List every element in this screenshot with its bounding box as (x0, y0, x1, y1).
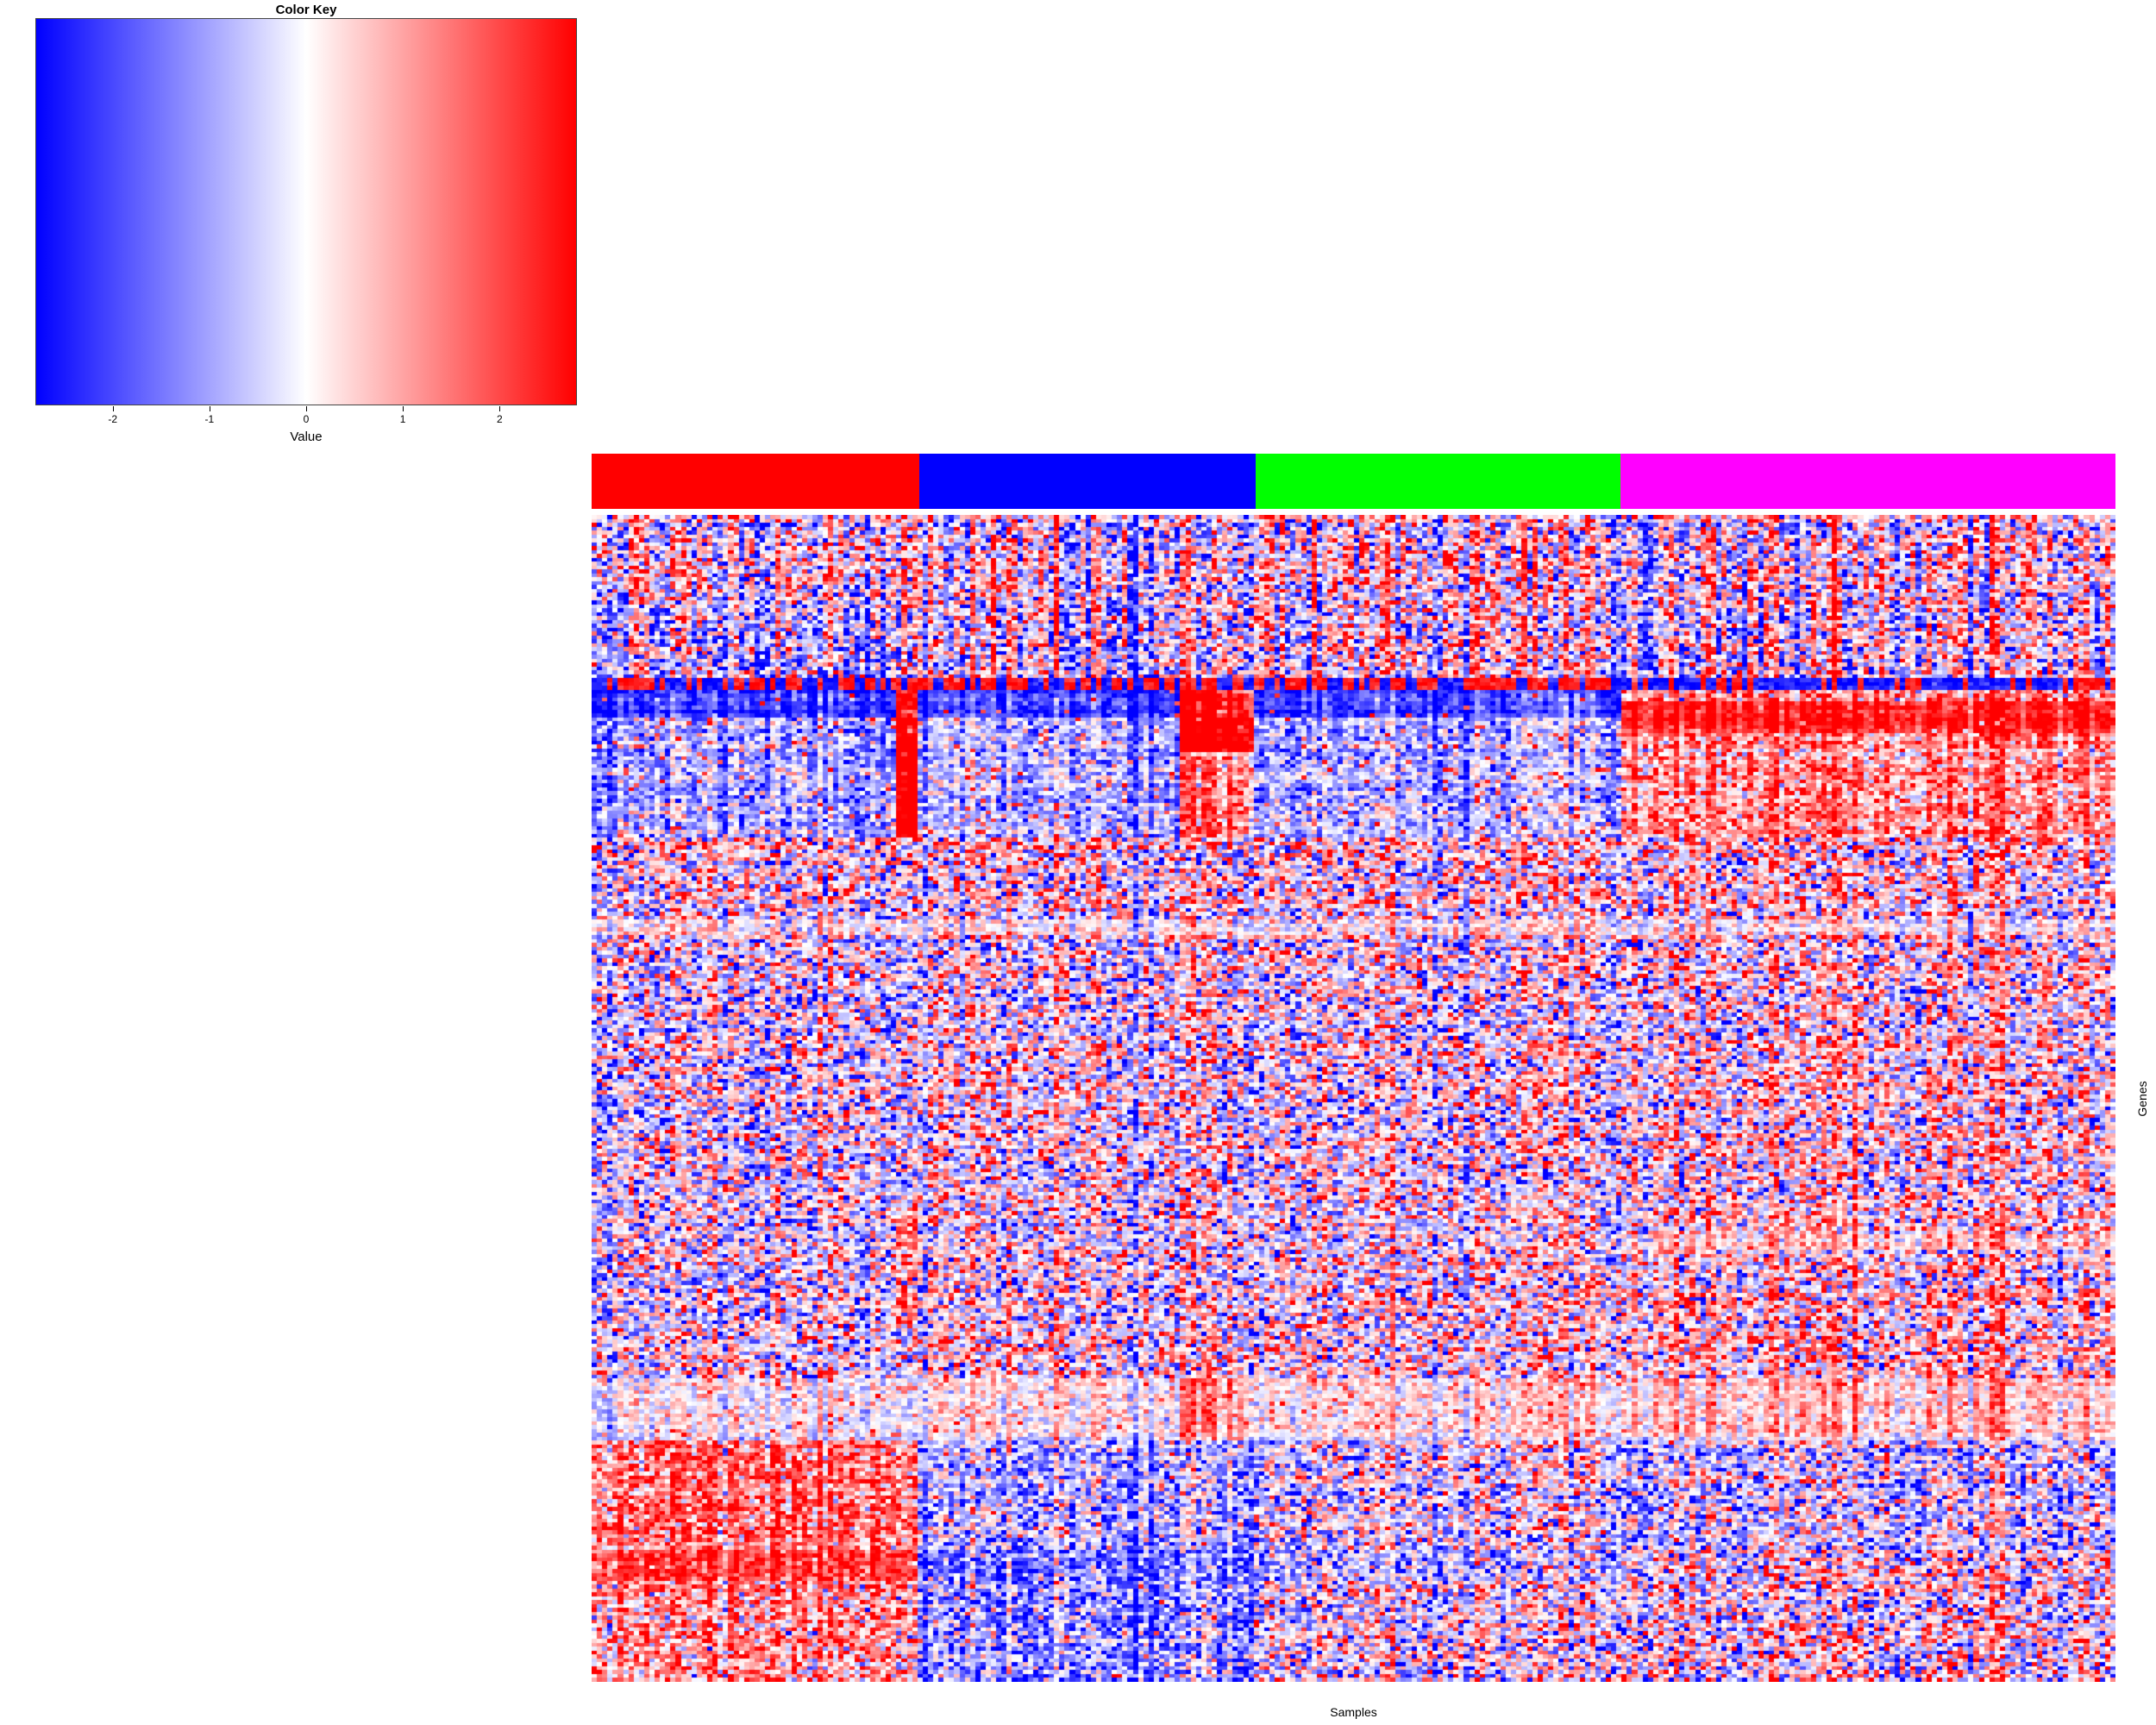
color-key-tick (403, 406, 404, 411)
color-key-tick-label: -1 (204, 413, 215, 425)
column-group-bar (592, 454, 2115, 509)
color-key-tick-label: -2 (108, 413, 118, 425)
color-key-tick-label: 1 (399, 413, 406, 425)
genes-axis-label: Genes (2135, 1081, 2149, 1117)
color-key-tick (306, 406, 307, 411)
color-key-tick-label: 2 (496, 413, 503, 425)
sample-group-segment (1620, 454, 2115, 509)
color-key-title: Color Key (275, 3, 337, 17)
value-axis-label: Value (290, 430, 323, 444)
sample-group-segment (1256, 454, 1620, 509)
heatmap-canvas (592, 515, 2115, 1682)
color-key-axis: -2 -1 0 1 2 (35, 406, 577, 429)
color-key-tick (112, 406, 114, 411)
sample-group-segment (918, 454, 1257, 509)
color-key-tick (499, 406, 501, 411)
color-key-gradient (35, 18, 577, 405)
samples-axis-label: Samples (1330, 1705, 1377, 1719)
color-key-tick-label: 0 (303, 413, 310, 425)
sample-group-segment (592, 454, 919, 509)
